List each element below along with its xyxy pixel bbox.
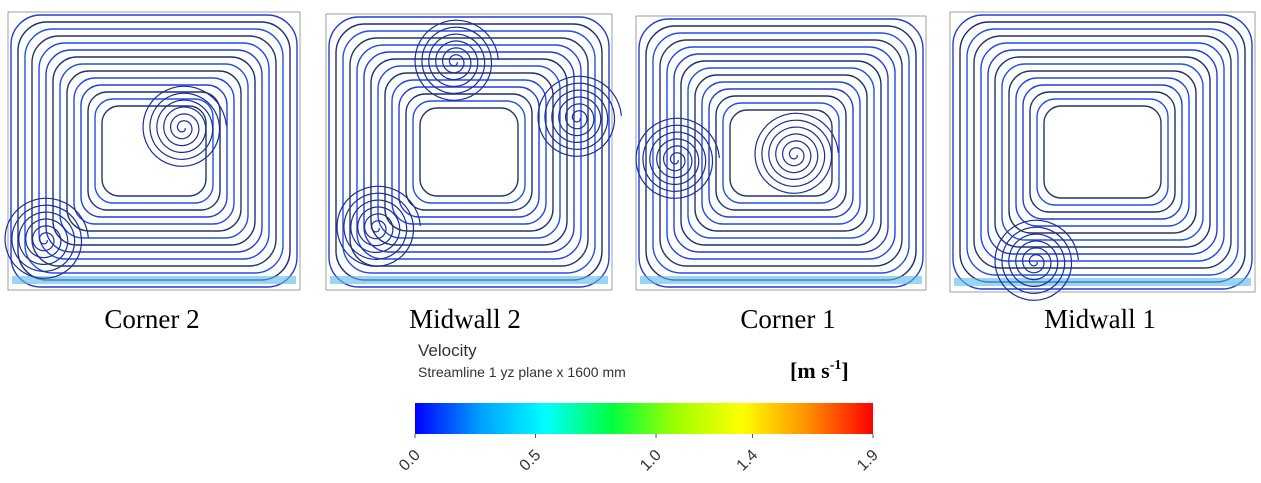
floor-flow: [330, 276, 608, 284]
unit-base: [m s: [790, 358, 830, 383]
panel-frame: [950, 12, 1255, 292]
legend-title: Velocity: [418, 341, 477, 360]
streamline-panels: [5, 12, 1255, 300]
figure: Corner 2 Midwall 2 Corner 1 Midwall 1 Ve…: [0, 0, 1261, 483]
panel-label: Corner 1: [740, 304, 835, 334]
legend-subtitle: Streamline 1 yz plane x 1600 mm: [418, 364, 626, 380]
panel-label: Corner 2: [104, 304, 199, 334]
panel-label: Midwall 1: [1044, 304, 1156, 334]
panel-frame: [8, 12, 300, 290]
floor-flow: [954, 278, 1251, 286]
unit-exponent: -1: [830, 358, 842, 373]
colorbar: [415, 403, 873, 434]
floor-flow: [640, 276, 922, 284]
panel-label: Midwall 2: [409, 304, 521, 334]
unit-close: ]: [841, 358, 848, 383]
